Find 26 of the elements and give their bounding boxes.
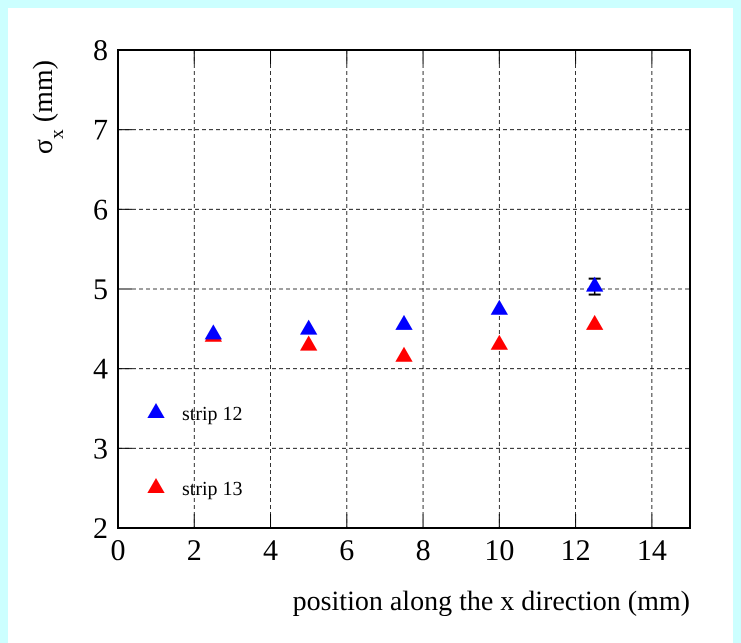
point (490, 334, 508, 350)
x-tick-label: 4 (263, 534, 278, 567)
point (300, 336, 318, 351)
x-tick-label: 14 (636, 534, 667, 567)
x-tick-label: 8 (416, 534, 431, 567)
point (586, 276, 604, 292)
x-tick-label: 12 (560, 534, 591, 567)
x-tick-label: 10 (484, 534, 514, 567)
point (490, 300, 508, 315)
y-tick-label: 5 (93, 273, 108, 306)
legend-label: strip 12 (182, 403, 243, 425)
y-tick-label: 8 (93, 34, 108, 67)
point (395, 314, 413, 330)
x-tick-label: 2 (186, 534, 202, 567)
x-axis-title: position along the x direction (mm) (292, 586, 690, 617)
y-tick-label: 2 (93, 512, 108, 545)
point (586, 314, 604, 330)
y-tick-label: 7 (93, 114, 108, 147)
x-tick-label: 6 (339, 534, 354, 567)
x-tick-label: 0 (110, 534, 126, 567)
point (395, 346, 413, 362)
point (300, 320, 318, 335)
y-tick-label: 4 (93, 352, 108, 386)
legend-label: strip 13 (182, 478, 243, 500)
y-tick-label: 6 (93, 193, 108, 226)
y-tick-label: 3 (93, 432, 108, 466)
